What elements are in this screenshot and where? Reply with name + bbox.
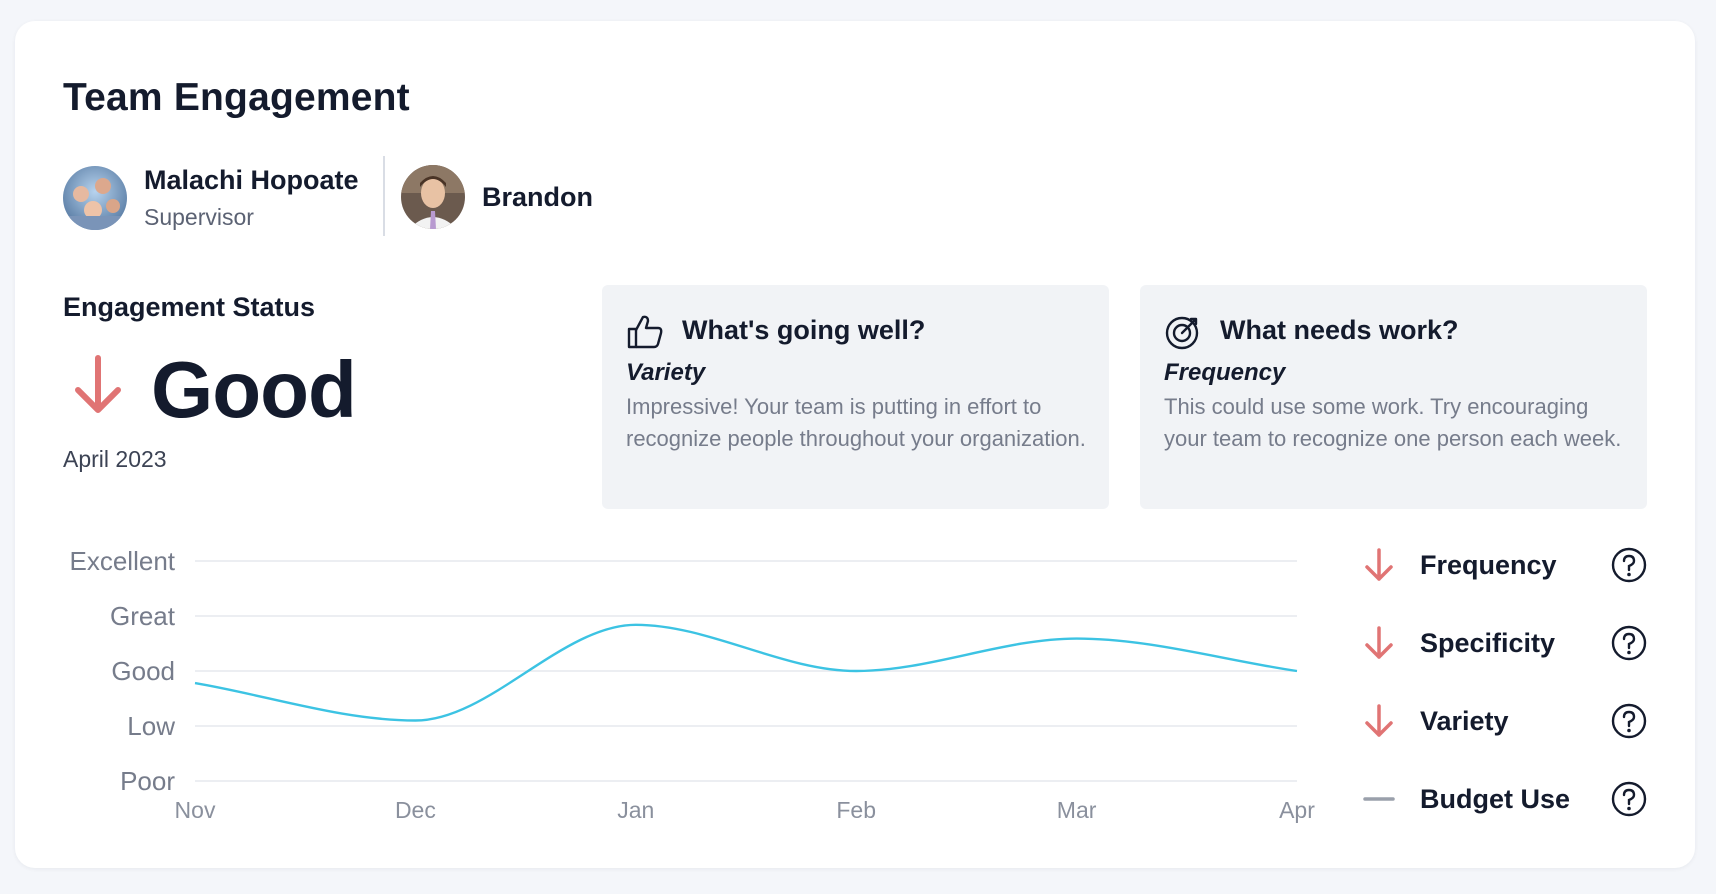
down-arrow-icon: [1365, 704, 1393, 737]
help-icon[interactable]: [1610, 546, 1648, 584]
legend-label: Frequency: [1420, 549, 1557, 580]
employee-name: Brandon: [482, 181, 593, 212]
x-tick-label: Dec: [395, 797, 436, 823]
legend-item-variety[interactable]: Variety: [1360, 697, 1660, 745]
legend-label: Specificity: [1420, 627, 1556, 658]
engagement-series-line: [194, 623, 1298, 722]
going-well-card: What's going well? Variety Impressive! Y…: [602, 285, 1109, 509]
flat-dash-icon: [1363, 797, 1395, 801]
down-arrow-icon: [1365, 626, 1393, 659]
legend-item-frequency[interactable]: Frequency: [1360, 541, 1660, 589]
engagement-status-value: Good: [151, 345, 357, 434]
legend-label: Budget Use: [1420, 783, 1571, 814]
supervisor-role: Supervisor: [144, 204, 254, 230]
help-icon[interactable]: [1610, 624, 1648, 662]
down-arrow-icon: [1365, 548, 1393, 581]
legend-item-budget-use[interactable]: Budget Use: [1360, 775, 1660, 823]
y-tick-label: Poor: [120, 766, 175, 796]
legend-label: Variety: [1420, 705, 1509, 736]
going-well-subtitle: Variety: [626, 359, 706, 386]
x-tick-label: Jan: [617, 797, 654, 823]
y-tick-label: Excellent: [70, 546, 176, 576]
x-tick-label: Nov: [175, 797, 216, 823]
needs-work-subtitle: Frequency: [1164, 359, 1286, 386]
help-icon[interactable]: [1610, 780, 1648, 818]
y-tick-label: Low: [127, 711, 175, 741]
engagement-status-label: Engagement Status: [63, 292, 316, 322]
x-tick-label: Feb: [836, 797, 876, 823]
needs-work-card: What needs work? Frequency This could us…: [1140, 285, 1647, 509]
down-arrow-icon: [75, 355, 121, 413]
y-tick-label: Good: [111, 656, 175, 686]
needs-work-text: This could use some work. Try encouragin…: [1164, 394, 1622, 451]
supervisor-avatar: [63, 166, 127, 230]
supervisor-profile[interactable]: Malachi Hopoate Supervisor: [63, 165, 359, 231]
legend-item-specificity[interactable]: Specificity: [1360, 619, 1660, 667]
profile-divider: [383, 156, 385, 236]
thumbs-up-icon: [627, 315, 663, 349]
employee-profile[interactable]: Brandon: [401, 165, 593, 229]
employee-avatar: [401, 165, 465, 229]
needs-work-title: What needs work?: [1220, 315, 1459, 345]
y-tick-label: Great: [110, 601, 176, 631]
page-title: Team Engagement: [63, 76, 410, 119]
supervisor-name: Malachi Hopoate: [144, 165, 359, 195]
going-well-text: Impressive! Your team is putting in effo…: [626, 394, 1086, 451]
help-icon[interactable]: [1610, 702, 1648, 740]
x-tick-label: Mar: [1057, 797, 1097, 823]
engagement-status-date: April 2023: [63, 446, 167, 472]
going-well-title: What's going well?: [682, 315, 926, 345]
target-icon: [1165, 316, 1199, 350]
x-tick-label: Apr: [1279, 797, 1315, 823]
engagement-trend-chart: Poor Low Good Great Excellent Nov Dec Jan Feb Mar…: [70, 546, 1316, 823]
